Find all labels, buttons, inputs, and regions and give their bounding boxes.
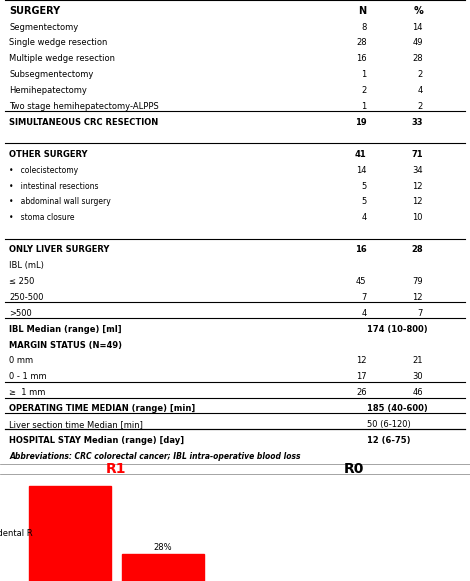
Text: 21: 21 — [413, 357, 423, 365]
Text: 12: 12 — [413, 181, 423, 191]
Text: 12: 12 — [413, 293, 423, 302]
Text: 79: 79 — [412, 277, 423, 286]
Text: •   stoma closure: • stoma closure — [9, 213, 75, 223]
Text: 1: 1 — [361, 102, 367, 111]
Text: idental R: idental R — [0, 529, 33, 538]
Text: OTHER SURGERY: OTHER SURGERY — [9, 150, 88, 159]
Text: Subsegmentectomy: Subsegmentectomy — [9, 70, 94, 79]
Text: 12: 12 — [413, 198, 423, 206]
Bar — [122, 554, 204, 581]
Text: Multiple wedge resection: Multiple wedge resection — [9, 55, 116, 63]
Text: Abbreviations: CRC colorectal cancer; IBL intra-operative blood loss: Abbreviations: CRC colorectal cancer; IB… — [9, 452, 301, 461]
Text: 4: 4 — [418, 86, 423, 95]
Text: 50 (6-120): 50 (6-120) — [367, 420, 410, 429]
Text: 33: 33 — [412, 118, 423, 127]
Text: Two stage hemihepatectomy-ALPPS: Two stage hemihepatectomy-ALPPS — [9, 102, 159, 111]
Text: ≤ 250: ≤ 250 — [9, 277, 35, 286]
Text: 2: 2 — [418, 70, 423, 79]
Text: 34: 34 — [412, 166, 423, 175]
Text: 4: 4 — [361, 213, 367, 223]
Text: 28%: 28% — [154, 543, 172, 553]
Text: 26: 26 — [356, 388, 367, 397]
Text: 45: 45 — [356, 277, 367, 286]
Text: 2: 2 — [418, 102, 423, 111]
Text: 28: 28 — [356, 38, 367, 48]
Text: 49: 49 — [413, 38, 423, 48]
Text: 250-500: 250-500 — [9, 293, 44, 302]
Text: 4: 4 — [361, 309, 367, 318]
Text: 10: 10 — [413, 213, 423, 223]
Text: Liver section time Median [min]: Liver section time Median [min] — [9, 420, 143, 429]
Title: R1: R1 — [106, 462, 126, 476]
Text: 8: 8 — [361, 23, 367, 31]
Text: 28: 28 — [411, 245, 423, 254]
Text: •   abdominal wall surgery: • abdominal wall surgery — [9, 198, 111, 206]
Text: 14: 14 — [356, 166, 367, 175]
Text: 28: 28 — [412, 55, 423, 63]
Text: 12: 12 — [356, 357, 367, 365]
Text: Single wedge resection: Single wedge resection — [9, 38, 108, 48]
Text: ≥  1 mm: ≥ 1 mm — [9, 388, 46, 397]
Text: 16: 16 — [355, 245, 367, 254]
Text: 7: 7 — [418, 309, 423, 318]
Text: 12 (6-75): 12 (6-75) — [367, 436, 410, 445]
Text: 5: 5 — [361, 198, 367, 206]
Text: 2: 2 — [361, 86, 367, 95]
Text: 174 (10-800): 174 (10-800) — [367, 325, 427, 333]
Text: 71: 71 — [411, 150, 423, 159]
Text: 5: 5 — [361, 181, 367, 191]
Text: •   intestinal resections: • intestinal resections — [9, 181, 99, 191]
Text: IBL (mL): IBL (mL) — [9, 261, 44, 270]
Text: IBL Median (range) [ml]: IBL Median (range) [ml] — [9, 325, 122, 333]
Text: 185 (40-600): 185 (40-600) — [367, 404, 427, 413]
Bar — [29, 486, 110, 581]
Text: N: N — [359, 6, 367, 16]
Text: ONLY LIVER SURGERY: ONLY LIVER SURGERY — [9, 245, 110, 254]
Text: 14: 14 — [413, 23, 423, 31]
Title: R0: R0 — [344, 462, 364, 476]
Text: HOSPITAL STAY Median (range) [day]: HOSPITAL STAY Median (range) [day] — [9, 436, 185, 445]
Text: MARGIN STATUS (N=49): MARGIN STATUS (N=49) — [9, 340, 122, 350]
Text: 0 mm: 0 mm — [9, 357, 33, 365]
Text: 7: 7 — [361, 293, 367, 302]
Text: •   colecistectomy: • colecistectomy — [9, 166, 78, 175]
Text: >500: >500 — [9, 309, 32, 318]
Text: 17: 17 — [356, 372, 367, 381]
Text: 41: 41 — [355, 150, 367, 159]
Text: SURGERY: SURGERY — [9, 6, 61, 16]
Text: 46: 46 — [412, 388, 423, 397]
Text: 30: 30 — [412, 372, 423, 381]
Text: 19: 19 — [355, 118, 367, 127]
Text: Hemihepatectomy: Hemihepatectomy — [9, 86, 87, 95]
Text: Segmentectomy: Segmentectomy — [9, 23, 78, 31]
Text: SIMULTANEOUS CRC RESECTION: SIMULTANEOUS CRC RESECTION — [9, 118, 159, 127]
Text: 16: 16 — [356, 55, 367, 63]
Text: 0 - 1 mm: 0 - 1 mm — [9, 372, 47, 381]
Text: OPERATING TIME MEDIAN (range) [min]: OPERATING TIME MEDIAN (range) [min] — [9, 404, 196, 413]
Text: %: % — [413, 6, 423, 16]
Text: 1: 1 — [361, 70, 367, 79]
